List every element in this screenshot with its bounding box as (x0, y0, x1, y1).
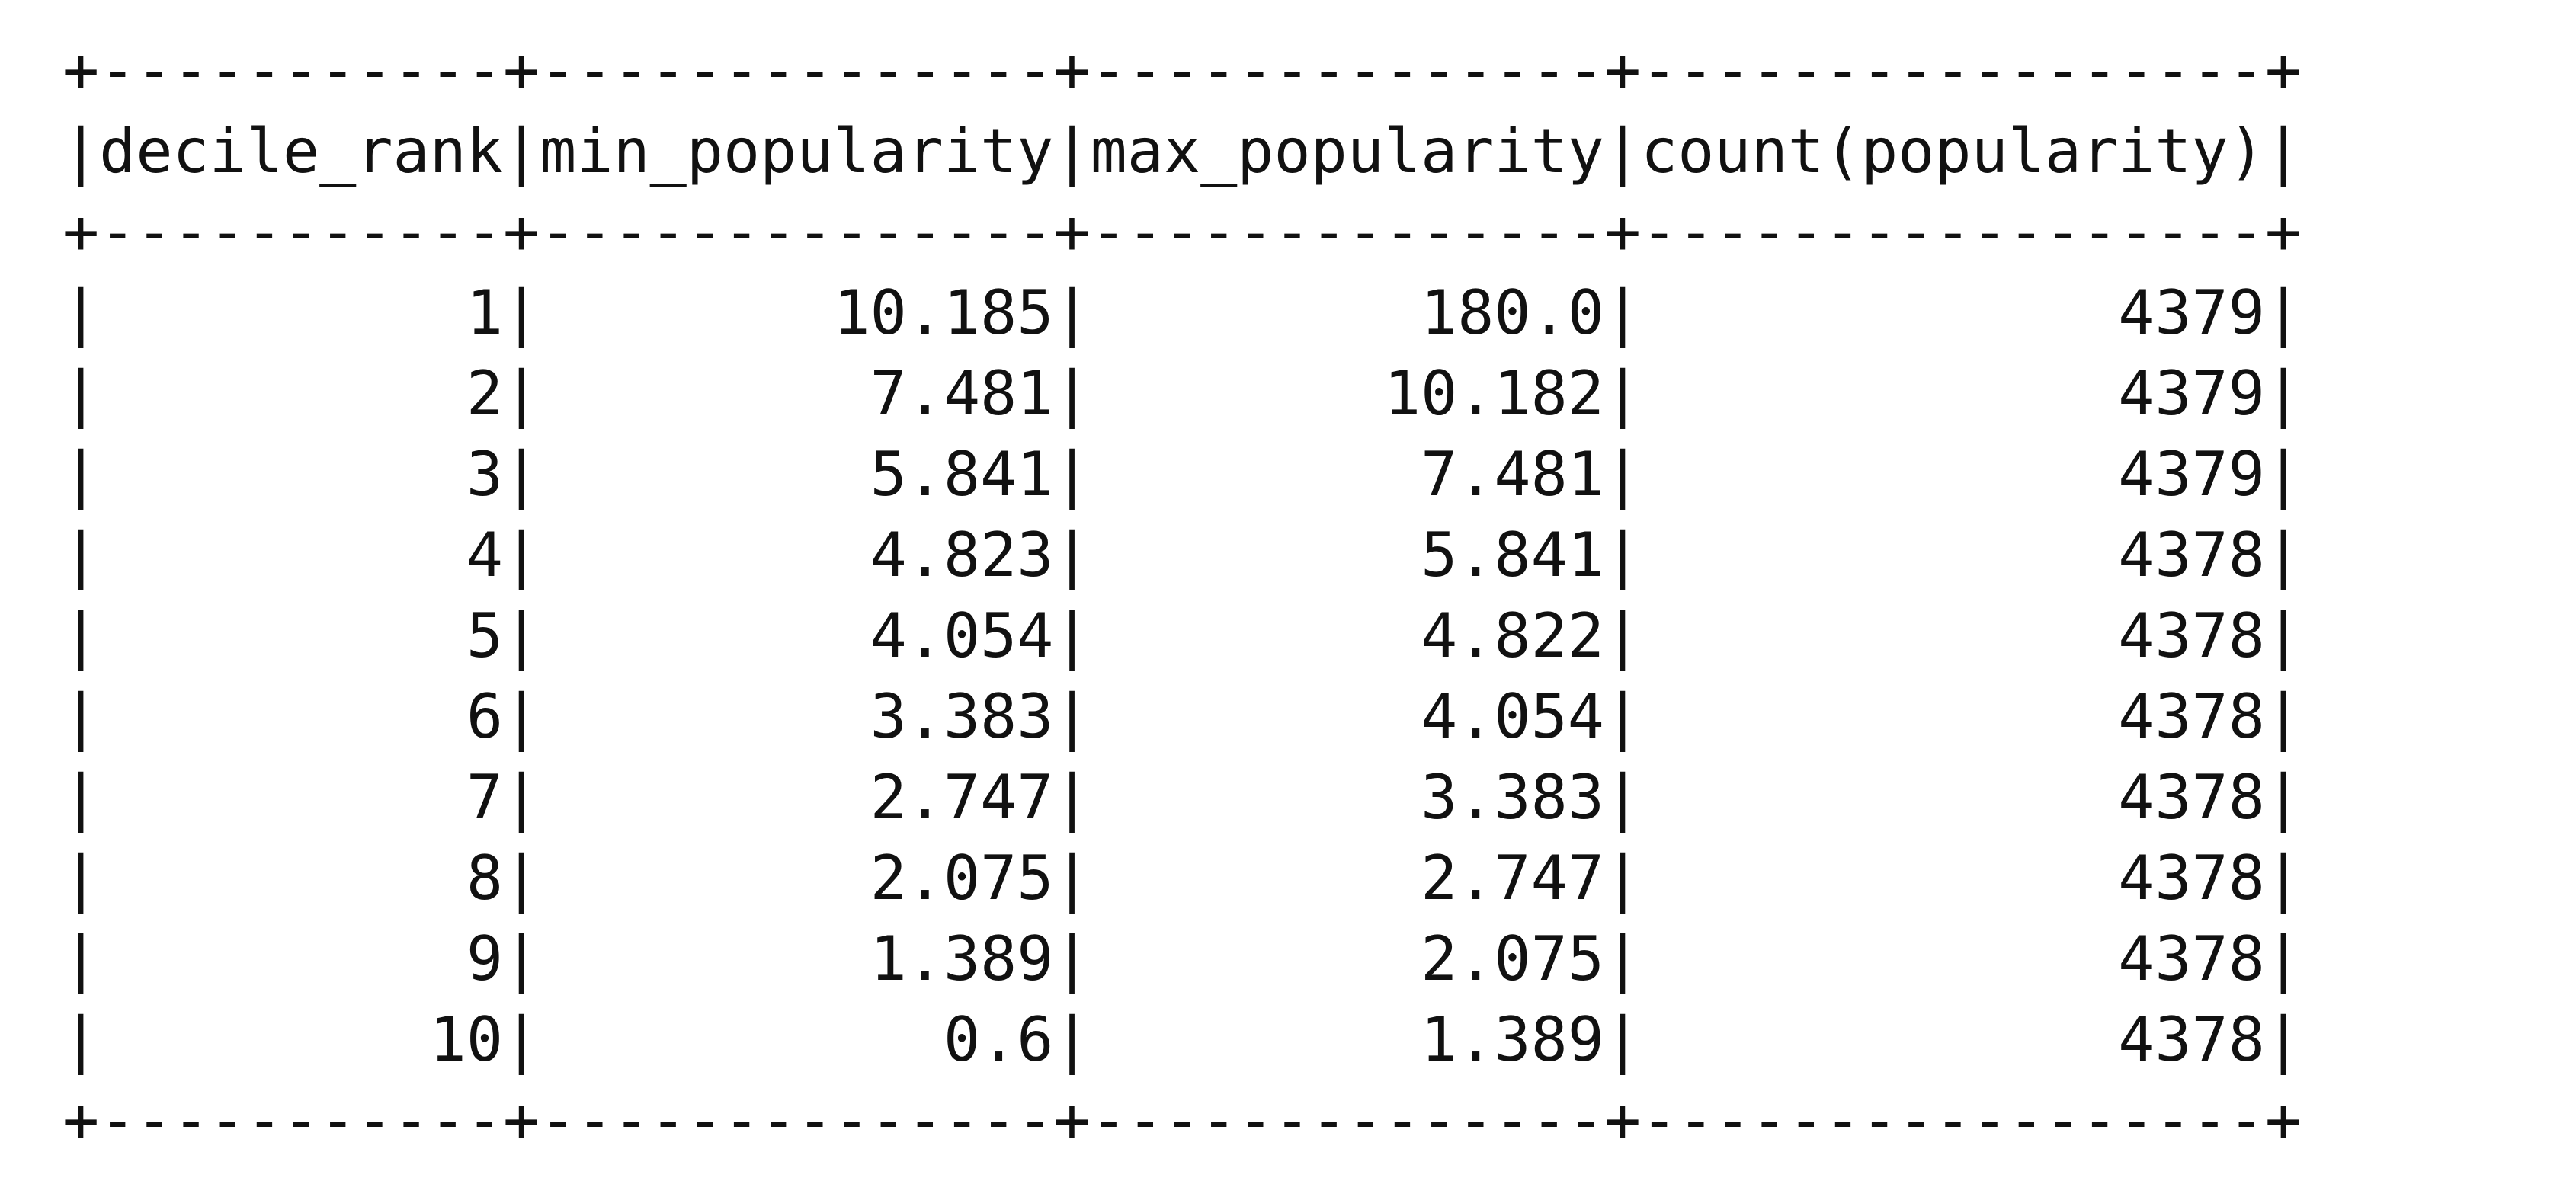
table-cell: 4.054 (1090, 681, 1604, 752)
table-row: | 8| 2.075| 2.747| 4378| (62, 843, 2302, 914)
column-header: min_popularity (540, 116, 1054, 187)
table-row: | 3| 5.841| 7.481| 4379| (62, 439, 2302, 510)
table-row: | 7| 2.747| 3.383| 4378| (62, 762, 2302, 833)
table-cell: 180.0 (1090, 277, 1604, 348)
table-cell: 2.075 (540, 843, 1054, 914)
table-cell: 3 (99, 439, 503, 510)
table-cell: 4378 (1641, 762, 2265, 833)
table-row: | 1| 10.185| 180.0| 4379| (62, 277, 2302, 348)
table-row: | 6| 3.383| 4.054| 4378| (62, 681, 2302, 752)
table-cell: 1.389 (1090, 1004, 1604, 1075)
table-cell: 1.389 (540, 923, 1054, 994)
table-cell: 2.747 (1090, 843, 1604, 914)
table-cell: 7.481 (540, 358, 1054, 429)
table-cell: 5.841 (540, 439, 1054, 510)
table-cell: 4.823 (540, 520, 1054, 590)
table-cell: 1 (99, 277, 503, 348)
table-cell: 7.481 (1090, 439, 1604, 510)
table-row: | 2| 7.481| 10.182| 4379| (62, 358, 2302, 429)
table-cell: 10 (99, 1004, 503, 1075)
table-row: | 4| 4.823| 5.841| 4378| (62, 520, 2302, 590)
table-border-header: +-----------+--------------+------------… (62, 197, 2302, 267)
table-cell: 0.6 (540, 1004, 1054, 1075)
table-cell: 4 (99, 520, 503, 590)
table-cell: 9 (99, 923, 503, 994)
table-cell: 5.841 (1090, 520, 1604, 590)
table-cell: 10.182 (1090, 358, 1604, 429)
table-cell: 3.383 (1090, 762, 1604, 833)
column-header: count(popularity) (1641, 116, 2265, 187)
table-row: | 5| 4.054| 4.822| 4378| (62, 600, 2302, 671)
table-cell: 7 (99, 762, 503, 833)
table-cell: 4379 (1641, 358, 2265, 429)
table-cell: 4.822 (1090, 600, 1604, 671)
table-border-top: +-----------+--------------+------------… (62, 35, 2302, 106)
table-border-bottom: +-----------+--------------+------------… (62, 1085, 2302, 1156)
table-cell: 10.185 (540, 277, 1054, 348)
column-header: max_popularity (1090, 116, 1604, 187)
table-cell: 4378 (1641, 600, 2265, 671)
table-cell: 2 (99, 358, 503, 429)
table-cell: 2.075 (1090, 923, 1604, 994)
text-table-output: +-----------+--------------+------------… (62, 30, 2302, 1161)
table-cell: 4378 (1641, 681, 2265, 752)
table-cell: 4378 (1641, 520, 2265, 590)
column-header: decile_rank (99, 116, 503, 187)
table-cell: 4378 (1641, 843, 2265, 914)
table-cell: 3.383 (540, 681, 1054, 752)
table-header-row: |decile_rank|min_popularity|max_populari… (62, 116, 2302, 187)
table-cell: 6 (99, 681, 503, 752)
table-cell: 4.054 (540, 600, 1054, 671)
table-cell: 4378 (1641, 923, 2265, 994)
table-cell: 8 (99, 843, 503, 914)
table-cell: 4378 (1641, 1004, 2265, 1075)
table-cell: 5 (99, 600, 503, 671)
table-cell: 4379 (1641, 277, 2265, 348)
table-cell: 4379 (1641, 439, 2265, 510)
table-row: | 10| 0.6| 1.389| 4378| (62, 1004, 2302, 1075)
table-cell: 2.747 (540, 762, 1054, 833)
table-row: | 9| 1.389| 2.075| 4378| (62, 923, 2302, 994)
